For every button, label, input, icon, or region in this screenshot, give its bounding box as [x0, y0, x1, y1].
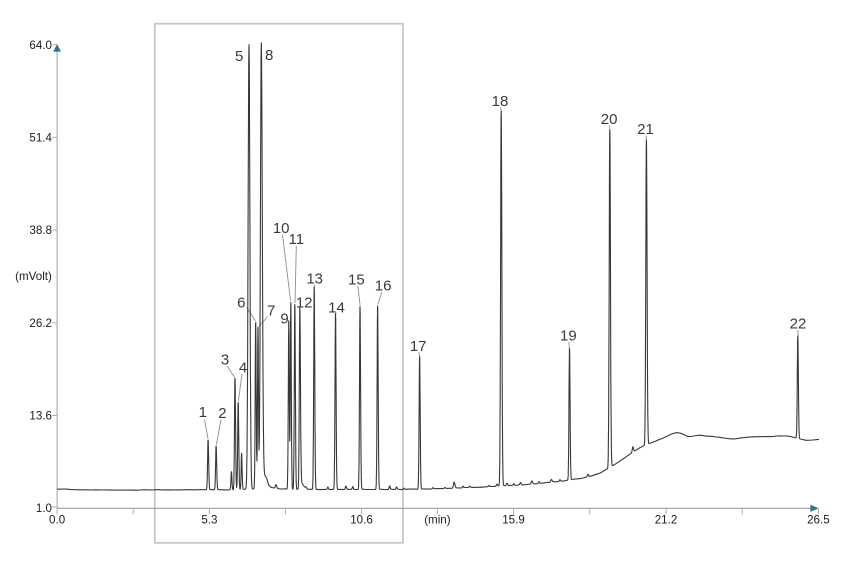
svg-text:2: 2 [218, 405, 226, 422]
svg-text:7: 7 [267, 303, 275, 320]
svg-text:10: 10 [273, 220, 290, 237]
svg-text:8: 8 [265, 47, 273, 64]
svg-text:14: 14 [328, 299, 345, 316]
svg-text:21.2: 21.2 [655, 513, 678, 526]
svg-text:6: 6 [237, 295, 245, 312]
svg-text:13: 13 [306, 271, 323, 288]
svg-text:11: 11 [289, 231, 305, 248]
svg-text:18: 18 [492, 93, 509, 110]
svg-text:13.6: 13.6 [29, 410, 52, 423]
svg-text:15: 15 [348, 271, 365, 288]
svg-text:1: 1 [199, 404, 207, 421]
svg-text:26.5: 26.5 [807, 513, 830, 526]
svg-text:(mVolt): (mVolt) [15, 270, 52, 283]
svg-text:19: 19 [560, 328, 577, 345]
svg-text:20: 20 [601, 111, 618, 128]
svg-text:16: 16 [375, 278, 392, 295]
svg-text:22: 22 [790, 316, 807, 333]
svg-text:38.8: 38.8 [29, 224, 52, 237]
svg-text:17: 17 [410, 338, 427, 355]
svg-text:51.4: 51.4 [29, 132, 52, 145]
svg-text:3: 3 [221, 352, 229, 369]
svg-text:5: 5 [235, 48, 243, 65]
svg-text:26.2: 26.2 [29, 317, 52, 330]
svg-text:12: 12 [296, 294, 313, 311]
svg-text:4: 4 [239, 359, 247, 376]
svg-text:9: 9 [280, 311, 288, 328]
svg-text:15.9: 15.9 [502, 513, 525, 526]
svg-text:21: 21 [637, 121, 654, 138]
svg-text:5.3: 5.3 [201, 513, 217, 526]
svg-text:10.6: 10.6 [350, 513, 373, 526]
svg-text:64.0: 64.0 [29, 39, 52, 52]
svg-text:0.0: 0.0 [49, 513, 65, 526]
svg-text:(min): (min) [424, 513, 451, 526]
